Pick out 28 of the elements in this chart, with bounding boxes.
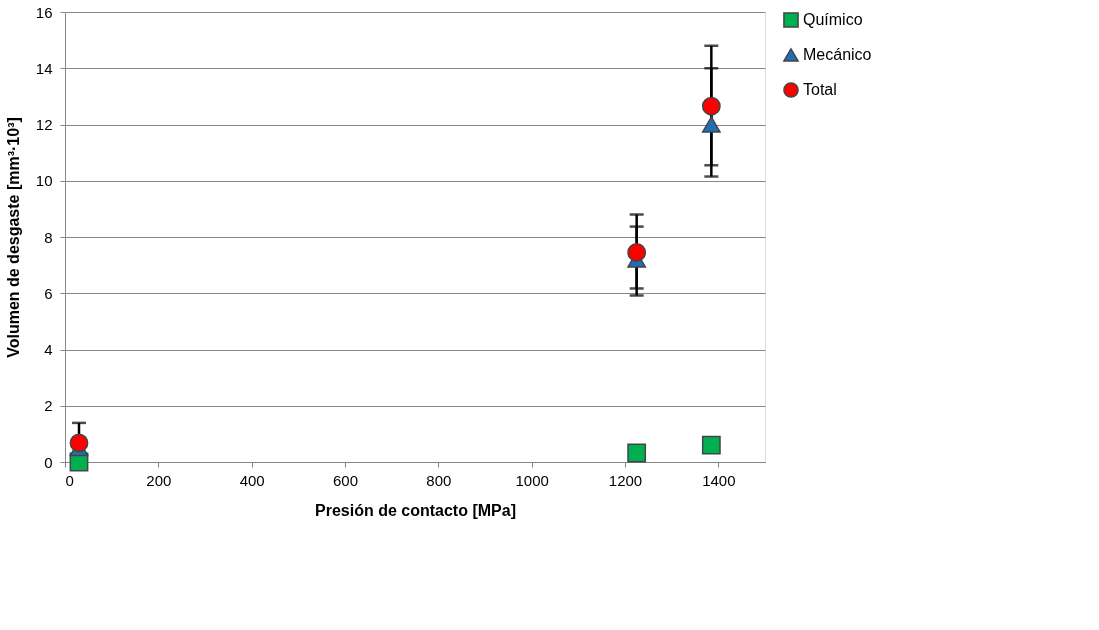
y-tick-label: 2 (44, 397, 53, 415)
point (701, 435, 721, 455)
y-tick-label: 6 (44, 284, 53, 302)
x-tick-label: 600 (332, 471, 359, 489)
x-tick-label: 1000 (515, 471, 549, 489)
x-axis-title: Presión de contacto [MPa] (315, 501, 516, 519)
y-tick-label: 14 (35, 59, 53, 77)
point (627, 243, 647, 262)
x-tick-label: 0 (65, 471, 74, 489)
y-tick-label: 0 (44, 453, 53, 471)
point (701, 116, 721, 133)
y-tick-label: 16 (35, 3, 53, 21)
x-tick-label: 400 (239, 471, 265, 489)
y-tick-label: 10 (35, 172, 53, 190)
legend-label: Total (803, 81, 837, 98)
legend-label: Mecánico (803, 46, 872, 63)
x-tick-label: 800 (426, 471, 452, 489)
x-tick-label: 1400 (702, 471, 736, 489)
point (701, 96, 721, 116)
y-tick-label: 4 (44, 341, 53, 358)
x-tick-label: 1200 (608, 471, 643, 489)
x-tick-label: 200 (146, 471, 172, 489)
point (627, 443, 647, 463)
y-tick-label: 8 (44, 228, 53, 246)
y-axis-title: Volumen de desgaste [mm³·10³] (4, 117, 22, 358)
y-tick-label: 12 (35, 116, 53, 133)
legend-label: Químico (803, 11, 863, 28)
point (69, 433, 89, 453)
